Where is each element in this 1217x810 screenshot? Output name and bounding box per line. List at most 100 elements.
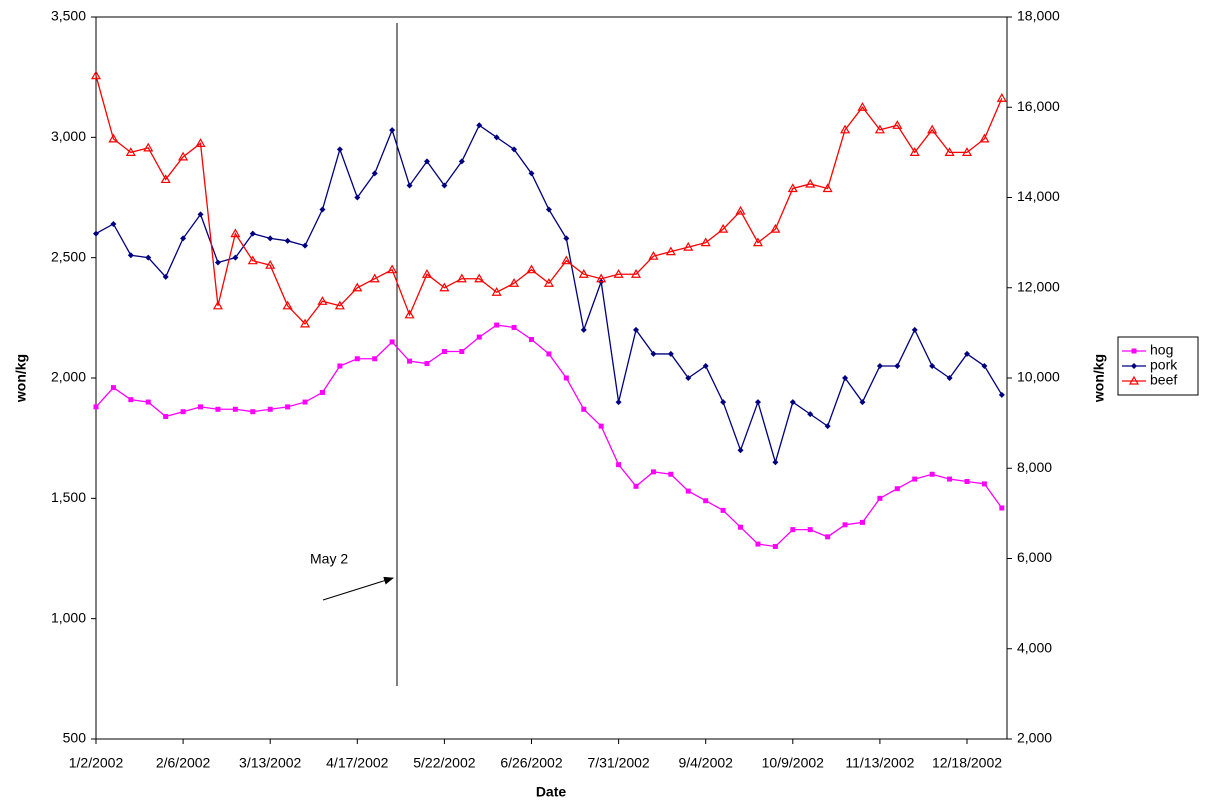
point [180,409,186,415]
point [407,358,413,364]
point [911,326,918,333]
y2-tick-label: 6,000 [1017,549,1052,565]
point [212,300,223,310]
point [787,183,798,193]
point [232,254,239,261]
point [720,399,727,406]
point [772,543,778,549]
point [857,102,868,111]
point [964,350,970,357]
legend-label: hog [1150,342,1173,358]
point [214,259,221,266]
point [319,389,325,395]
point [892,120,903,129]
point [337,363,343,369]
x-tick-label: 6/26/2002 [500,755,562,771]
y2-tick-label: 16,000 [1017,98,1060,114]
point [336,146,343,153]
point [128,397,134,403]
point [250,409,256,415]
point [561,255,572,265]
point [282,300,293,310]
plot-frame [95,16,1008,740]
point [927,124,938,134]
point [735,205,746,215]
x-tick-label: 2/6/2002 [156,755,211,771]
point [596,273,607,283]
point [947,476,953,482]
point [720,507,726,513]
point [267,406,273,412]
point [110,385,116,391]
point [790,527,796,533]
point [842,375,849,381]
point [509,278,520,287]
point [929,362,936,369]
point [946,375,953,381]
point [302,242,309,249]
point [511,324,517,330]
point [354,356,360,362]
point [389,339,395,345]
point [317,296,328,305]
point [352,282,363,292]
point [580,326,587,333]
point [650,469,656,475]
point [145,399,151,405]
point [825,534,831,540]
point [476,122,483,129]
point [613,269,624,278]
point [371,170,378,177]
point [615,399,622,406]
point [859,519,865,525]
point [441,349,447,355]
point [633,326,640,333]
point [685,375,692,381]
annotation: May 2 [310,551,348,567]
point [981,362,988,369]
point [929,471,935,477]
x-tick-label: 3/13/2002 [239,755,301,771]
x-tick-label: 11/13/2002 [845,755,914,771]
point [265,259,276,269]
y-tick-label: 2,500 [51,248,86,264]
point [439,282,450,292]
point [543,278,554,287]
point [616,462,622,468]
point [125,147,136,156]
series-line [95,324,1003,548]
y-tick-label: 3,500 [51,8,86,24]
series-line [95,75,1003,325]
point [859,399,866,406]
y-tick-label: 1,000 [51,609,86,625]
point [598,423,604,429]
point [874,124,885,134]
point [249,230,256,237]
y-tick-label: 1,500 [51,489,86,505]
x-tick-label: 1/2/2002 [69,755,124,771]
point [1131,363,1137,369]
point [215,406,221,412]
point [404,309,415,319]
point [752,237,763,247]
point [110,220,117,227]
point [127,252,134,259]
legend-label: pork [1150,357,1178,373]
x-tick-label: 7/31/2002 [587,755,649,771]
point [526,264,537,274]
point [754,399,761,406]
point [198,404,204,410]
point [824,423,831,430]
point [160,174,171,184]
point [545,206,552,213]
y2-tick-label: 18,000 [1017,8,1060,24]
point [981,481,987,487]
legend [1117,336,1199,396]
x-tick-label: 10/9/2002 [762,755,824,771]
point [511,146,518,153]
point [668,471,674,477]
point [877,495,883,501]
point [700,237,711,247]
